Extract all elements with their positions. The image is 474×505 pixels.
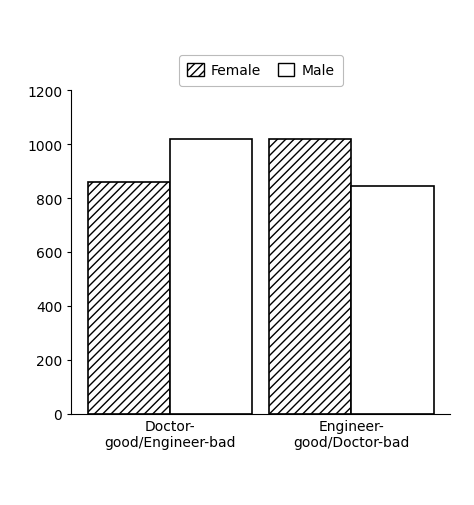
Bar xyxy=(351,186,434,414)
Legend: Female, Male: Female, Male xyxy=(179,56,343,86)
Bar xyxy=(170,139,253,414)
Bar xyxy=(269,139,351,414)
Bar xyxy=(88,182,170,414)
